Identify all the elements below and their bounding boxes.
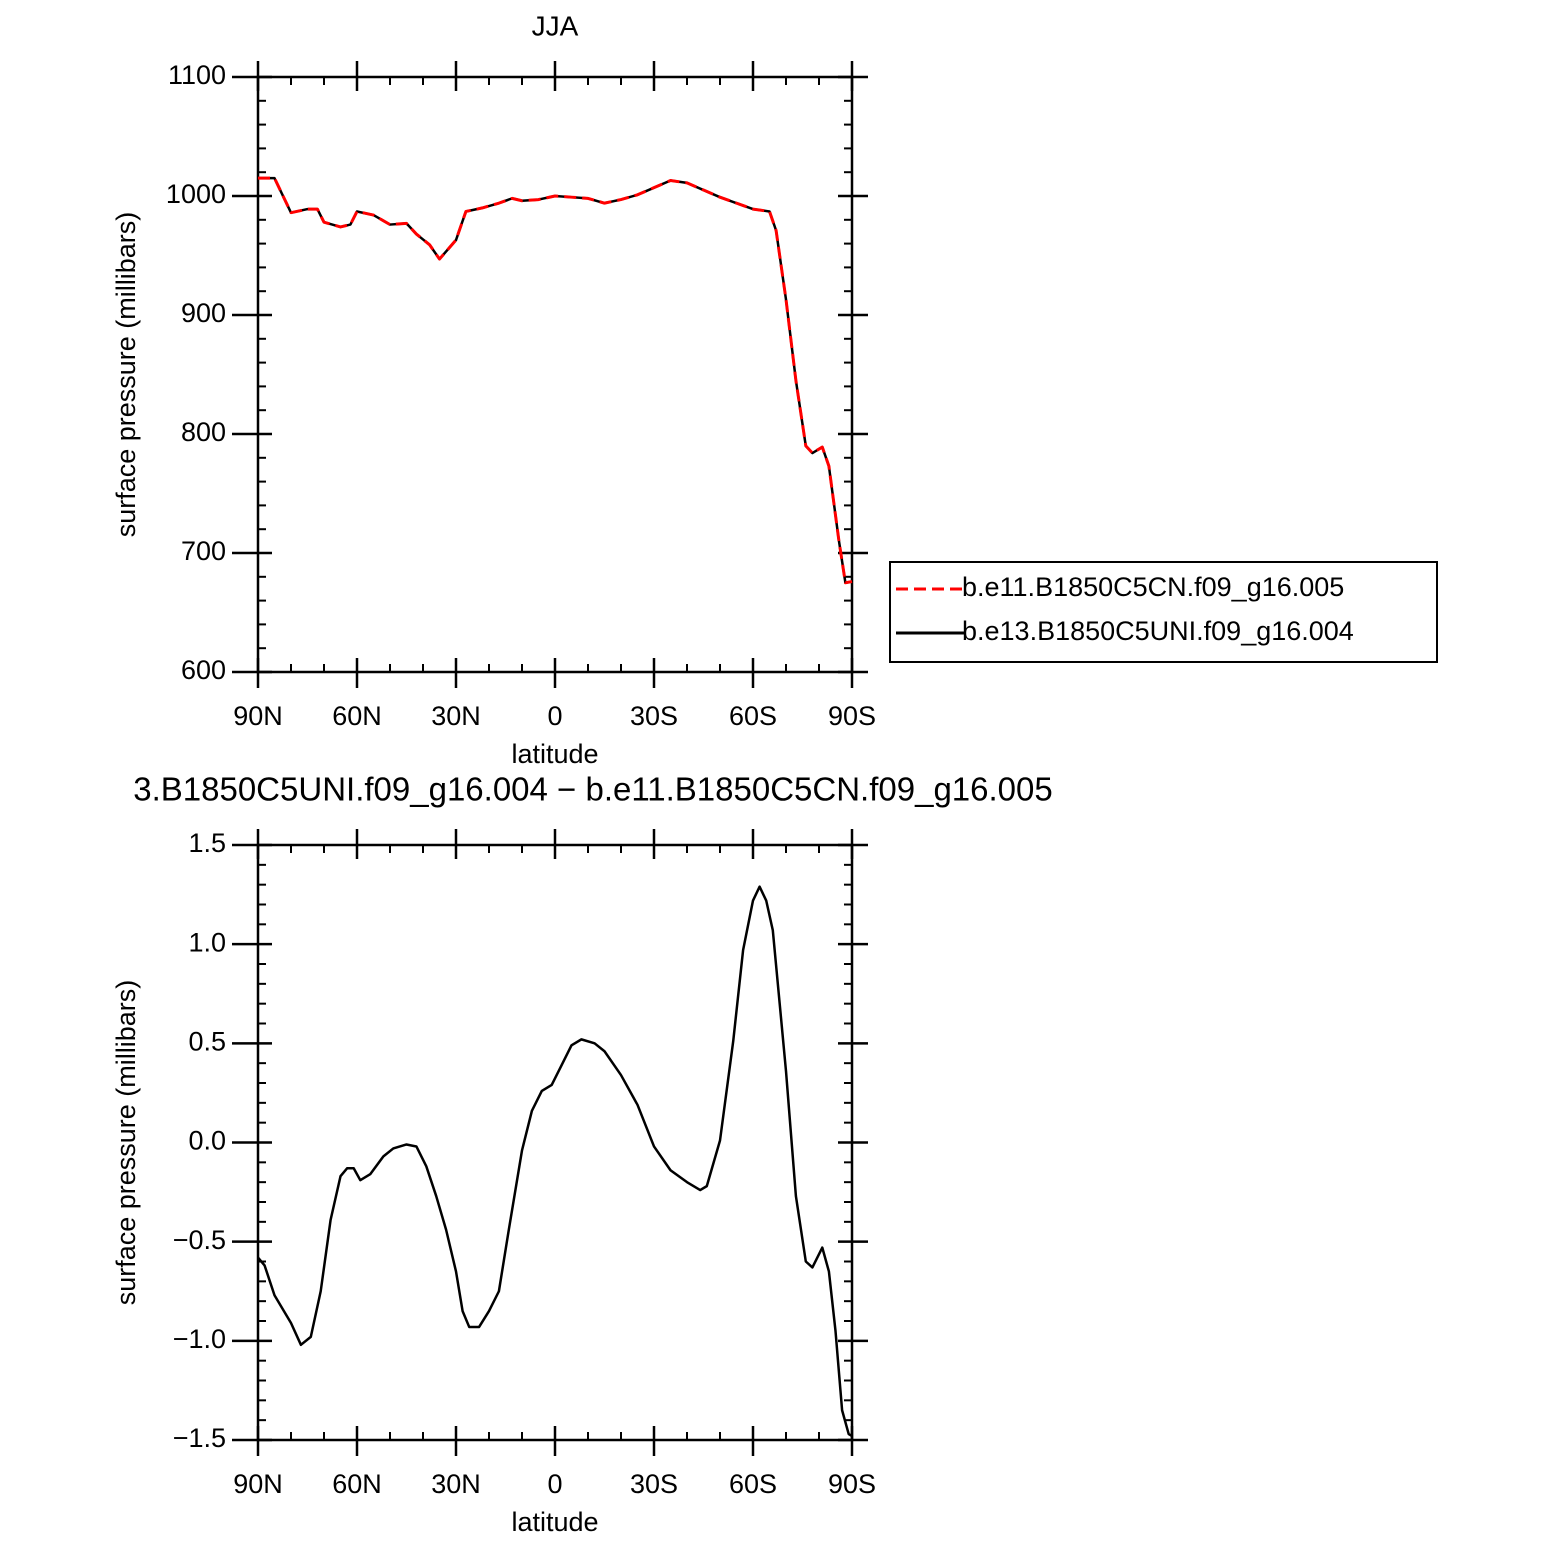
data-line [258, 176, 853, 585]
y-tick-label: 900 [181, 298, 226, 328]
x-tick-label: 30N [431, 1469, 481, 1499]
x-tick-label: 0 [547, 1469, 562, 1499]
y-tick-label: 800 [181, 417, 226, 447]
x-tick-label: 60S [729, 1469, 777, 1499]
y-tick-label: 0.0 [188, 1126, 226, 1156]
x-tick-label: 30S [630, 701, 678, 731]
data-line [257, 885, 853, 1438]
y-tick-label: 1.0 [188, 927, 226, 957]
data-line [258, 176, 853, 584]
y-tick-label: −0.5 [173, 1225, 226, 1255]
legend-box [889, 561, 1438, 663]
y-tick-label: 0.5 [188, 1026, 226, 1056]
y-axis-label: surface pressure (millibars) [111, 212, 141, 538]
plot-frame [256, 843, 854, 1442]
x-axis-label: latitude [511, 1507, 598, 1537]
x-tick-label: 60N [332, 1469, 382, 1499]
x-axis-label: latitude [511, 739, 598, 769]
x-tick-label: 90S [828, 701, 876, 731]
x-tick-label: 90N [233, 701, 283, 731]
x-tick-label: 0 [547, 701, 562, 731]
y-tick-label: 1000 [166, 179, 226, 209]
chart-title: JJA [532, 10, 579, 41]
y-tick-label: 700 [181, 536, 226, 566]
y-tick-label: −1.5 [173, 1423, 226, 1453]
y-tick-label: 600 [181, 655, 226, 685]
legend-label: b.e11.B1850C5CN.f09_g16.005 [962, 572, 1344, 602]
y-axis-label: surface pressure (millibars) [111, 980, 141, 1306]
x-tick-label: 30S [630, 1469, 678, 1499]
x-tick-label: 60N [332, 701, 382, 731]
x-tick-label: 30N [431, 701, 481, 731]
y-tick-label: 1.5 [188, 828, 226, 858]
x-tick-label: 90S [828, 1469, 876, 1499]
y-tick-label: −1.0 [173, 1324, 226, 1354]
y-tick-label: 1100 [168, 60, 226, 90]
chart-title: 3.B1850C5UNI.f09_g16.004 − b.e11.B1850C5… [133, 771, 1053, 808]
x-tick-label: 90N [233, 1469, 283, 1499]
plot-frame [256, 75, 854, 674]
legend-label: b.e13.B1850C5UNI.f09_g16.004 [962, 616, 1354, 646]
x-tick-label: 60S [729, 701, 777, 731]
